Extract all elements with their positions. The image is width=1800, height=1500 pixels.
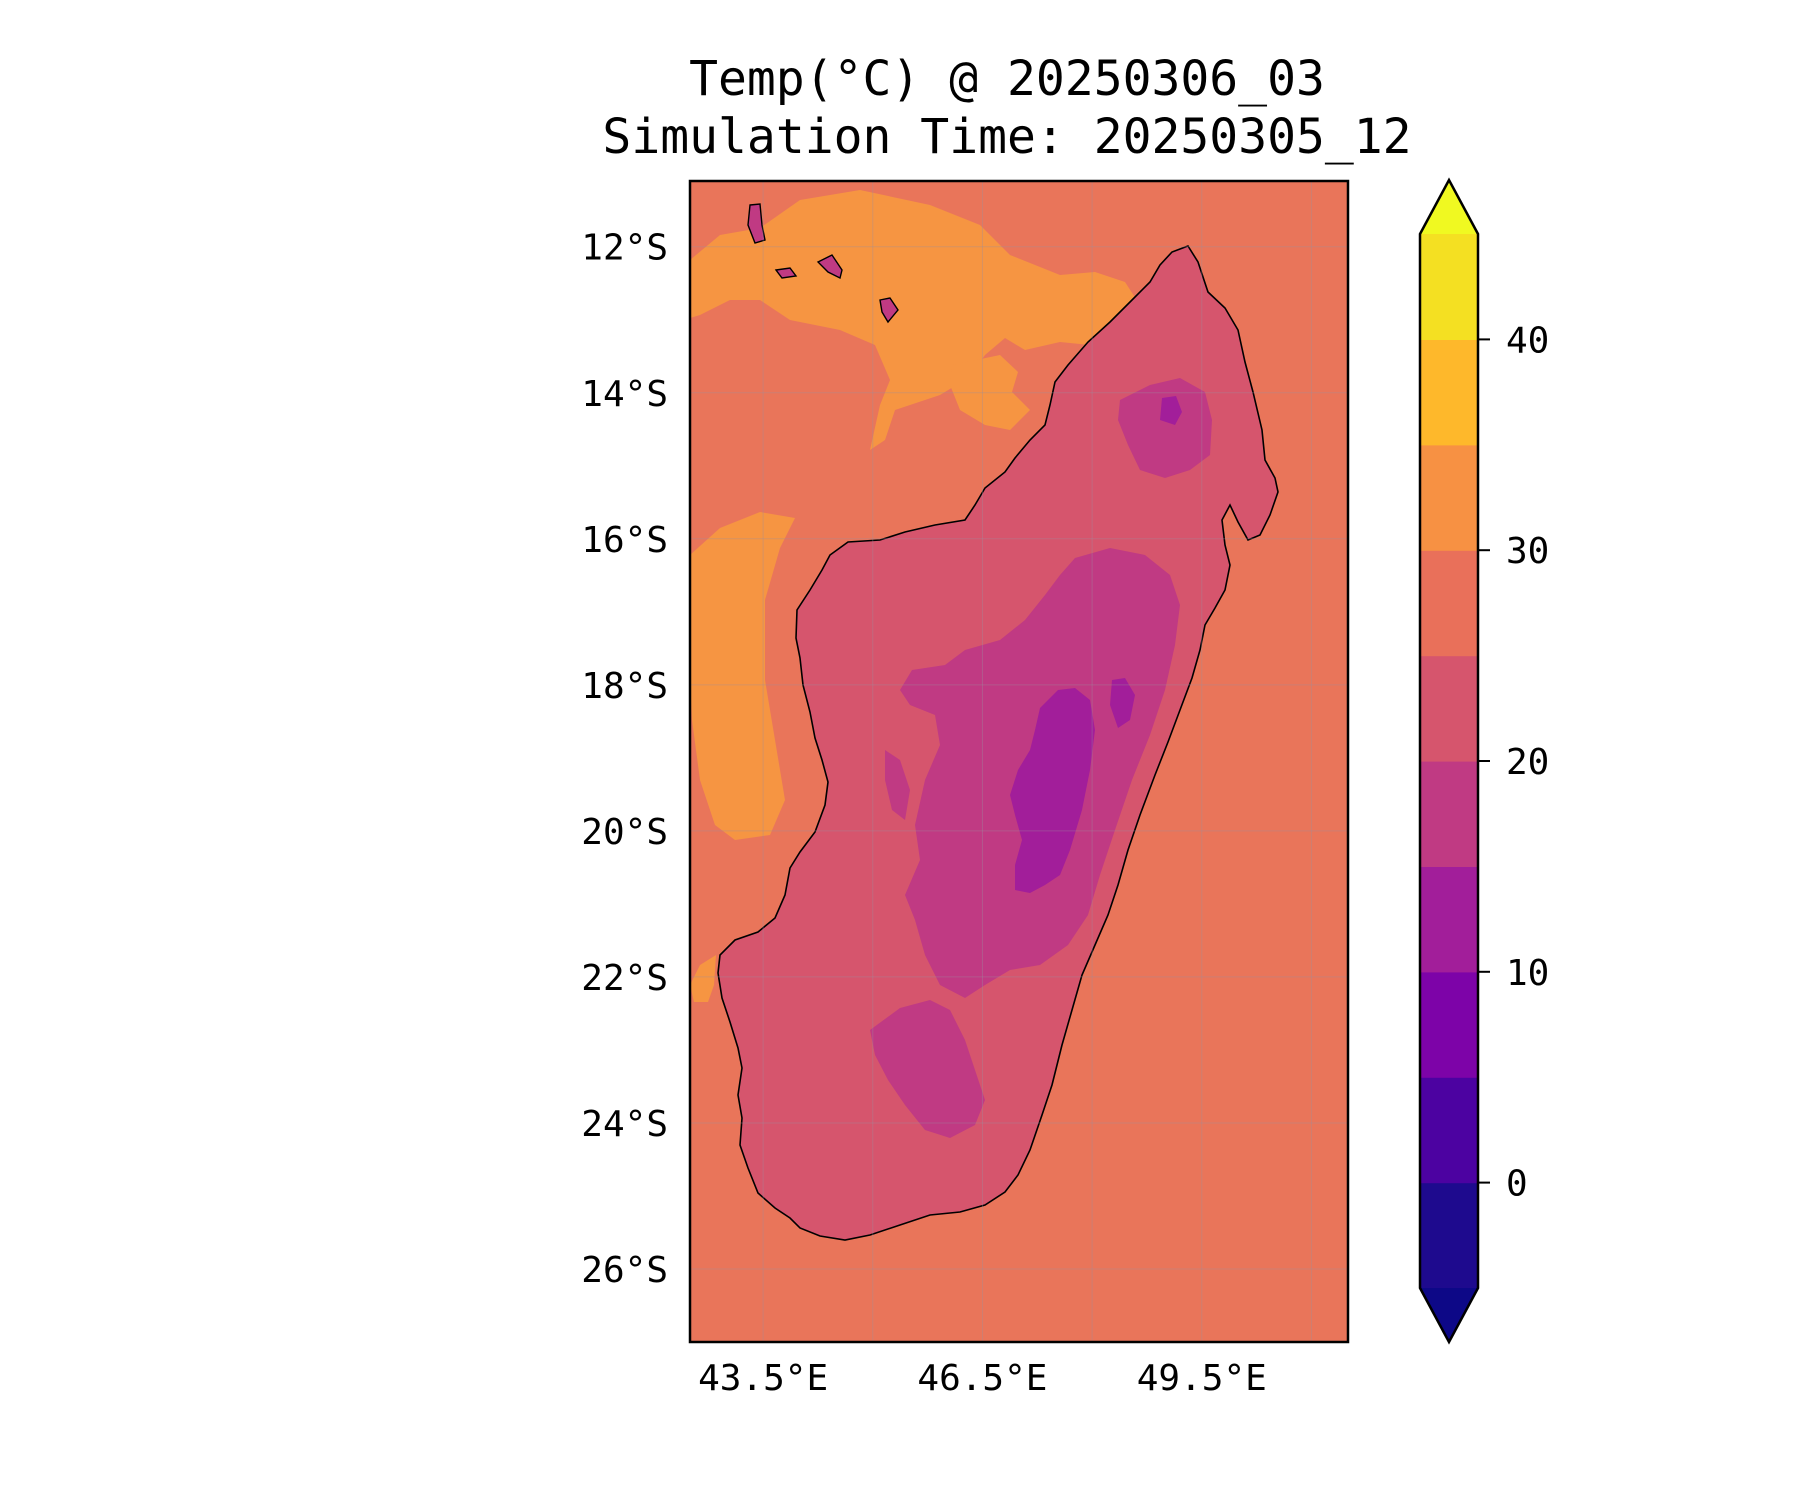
lat-tick-label-2: 16°S bbox=[581, 520, 668, 561]
map-frame bbox=[688, 179, 1350, 1344]
colorbar-band-0 bbox=[1420, 1182, 1478, 1289]
colorbar-band-9 bbox=[1420, 234, 1478, 340]
warm-ocean-patches bbox=[690, 190, 1140, 1002]
lon-tick-label-0: 43.5°E bbox=[698, 1358, 828, 1399]
colorbar-band-6 bbox=[1420, 550, 1478, 657]
cold-core-east bbox=[1110, 678, 1135, 728]
island-grande-comore bbox=[747, 203, 766, 244]
colorbar-extend-over bbox=[1420, 180, 1478, 234]
lon-tick-label-1: 46.5°E bbox=[917, 1358, 1047, 1399]
island-mayotte bbox=[879, 297, 899, 324]
cool-region-west-spur bbox=[885, 750, 910, 820]
cool-region-southwest bbox=[870, 1000, 985, 1138]
lat-tick-label-4: 20°S bbox=[581, 812, 668, 853]
latitude-tick-labels: 12°S 14°S 16°S 18°S 20°S 22°S 24°S 26°S bbox=[581, 228, 668, 1291]
colorbar-tick-label-1: 10 bbox=[1506, 953, 1549, 994]
warm-patch-west bbox=[690, 512, 795, 840]
lon-tick-label-2: 49.5°E bbox=[1137, 1358, 1267, 1399]
lat-tick-label-5: 22°S bbox=[581, 958, 668, 999]
colorbar-extend-under bbox=[1420, 1288, 1478, 1342]
colorbar-tick-label-0: 0 bbox=[1506, 1164, 1528, 1205]
comoros-islands bbox=[747, 203, 899, 324]
colorbar-tick-label-3: 30 bbox=[1506, 531, 1549, 572]
cold-core-central bbox=[1010, 688, 1095, 893]
warm-patch-island-east bbox=[950, 355, 1030, 430]
colorbar-band-5 bbox=[1420, 655, 1478, 762]
colorbar-band-3 bbox=[1420, 866, 1478, 973]
cold-core-north bbox=[1160, 396, 1182, 425]
colorbar-band-1 bbox=[1420, 1077, 1478, 1184]
title-line-1: Temp(°C) @ 20250306_03 bbox=[689, 51, 1325, 107]
longitude-tick-labels: 43.5°E 46.5°E 49.5°E bbox=[698, 1358, 1267, 1399]
colorbar-band-2 bbox=[1420, 971, 1478, 1078]
colorbar-outline bbox=[1418, 177, 1480, 1345]
lat-tick-label-3: 18°S bbox=[581, 666, 668, 707]
lat-tick-label-7: 26°S bbox=[581, 1250, 668, 1291]
colorbar-band-8 bbox=[1420, 339, 1478, 446]
gridlines bbox=[690, 181, 1348, 1342]
colorbar-band-7 bbox=[1420, 444, 1478, 551]
title-line-2: Simulation Time: 20250305_12 bbox=[602, 109, 1411, 165]
colorbar-tick-label-4: 40 bbox=[1506, 320, 1549, 361]
warm-patch-northwest bbox=[690, 190, 1140, 450]
colorbar-band-4 bbox=[1420, 761, 1478, 867]
warm-patch-southwest bbox=[690, 955, 716, 1002]
land-band-10-15 bbox=[1010, 396, 1182, 893]
cool-region-north bbox=[1118, 378, 1212, 478]
lat-tick-label-1: 14°S bbox=[581, 374, 668, 415]
island-anjouan bbox=[816, 254, 843, 280]
colorbar-tick-label-2: 20 bbox=[1506, 742, 1549, 783]
map-panel bbox=[690, 181, 1348, 1342]
colorbar: 0 10 20 30 40 bbox=[1418, 177, 1549, 1345]
lat-tick-label-6: 24°S bbox=[581, 1104, 668, 1145]
lat-tick-label-0: 12°S bbox=[581, 228, 668, 269]
island-moheli bbox=[774, 267, 798, 279]
